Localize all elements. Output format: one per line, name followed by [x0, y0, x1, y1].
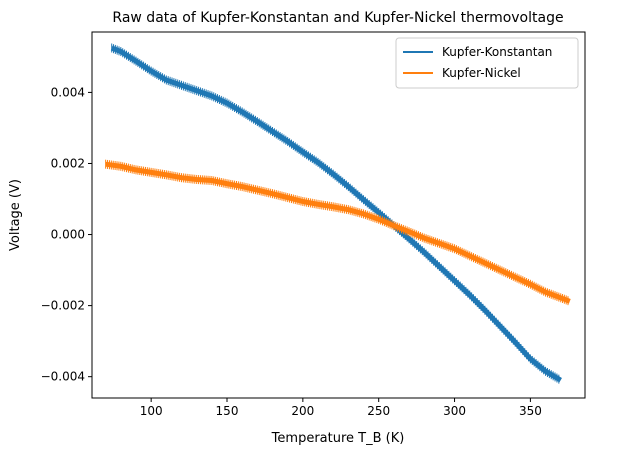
- x-tick-label: 100: [140, 404, 163, 418]
- x-tick-label: 200: [291, 404, 314, 418]
- y-tick-label: −0.004: [41, 370, 85, 384]
- y-tick-label: 0.004: [51, 85, 85, 99]
- series-1: [110, 43, 562, 384]
- plot-area: [91, 31, 586, 399]
- series-2: [105, 159, 571, 306]
- plot-area-background: [92, 32, 585, 398]
- y-tick-label: −0.002: [41, 299, 85, 313]
- legend-label: Kupfer-Konstantan: [442, 45, 552, 59]
- y-axis-ticks: −0.004 −0.002 0.000 0.002 0.004: [41, 85, 92, 384]
- legend: Kupfer-Konstantan Kupfer-Nickel: [395, 37, 579, 89]
- x-axis-label: Temperature T_B (K): [271, 431, 405, 446]
- x-axis-ticks: 100 150 200 250 300 350: [140, 398, 542, 418]
- y-tick-label: 0.000: [51, 228, 85, 242]
- x-tick-label: 150: [216, 404, 239, 418]
- legend-box: [395, 37, 579, 89]
- x-tick-label: 350: [519, 404, 542, 418]
- y-tick-label: 0.002: [51, 156, 85, 170]
- series-line: [110, 45, 562, 383]
- series-line: [105, 161, 571, 304]
- x-tick-label: 250: [367, 404, 390, 418]
- legend-label: Kupfer-Nickel: [442, 66, 521, 80]
- chart-title: Raw data of Kupfer-Konstantan and Kupfer…: [112, 10, 563, 26]
- y-axis-label: Voltage (V): [8, 179, 23, 251]
- x-tick-label: 300: [443, 404, 466, 418]
- series-layer: [105, 43, 571, 384]
- plot-frame: [91, 31, 586, 399]
